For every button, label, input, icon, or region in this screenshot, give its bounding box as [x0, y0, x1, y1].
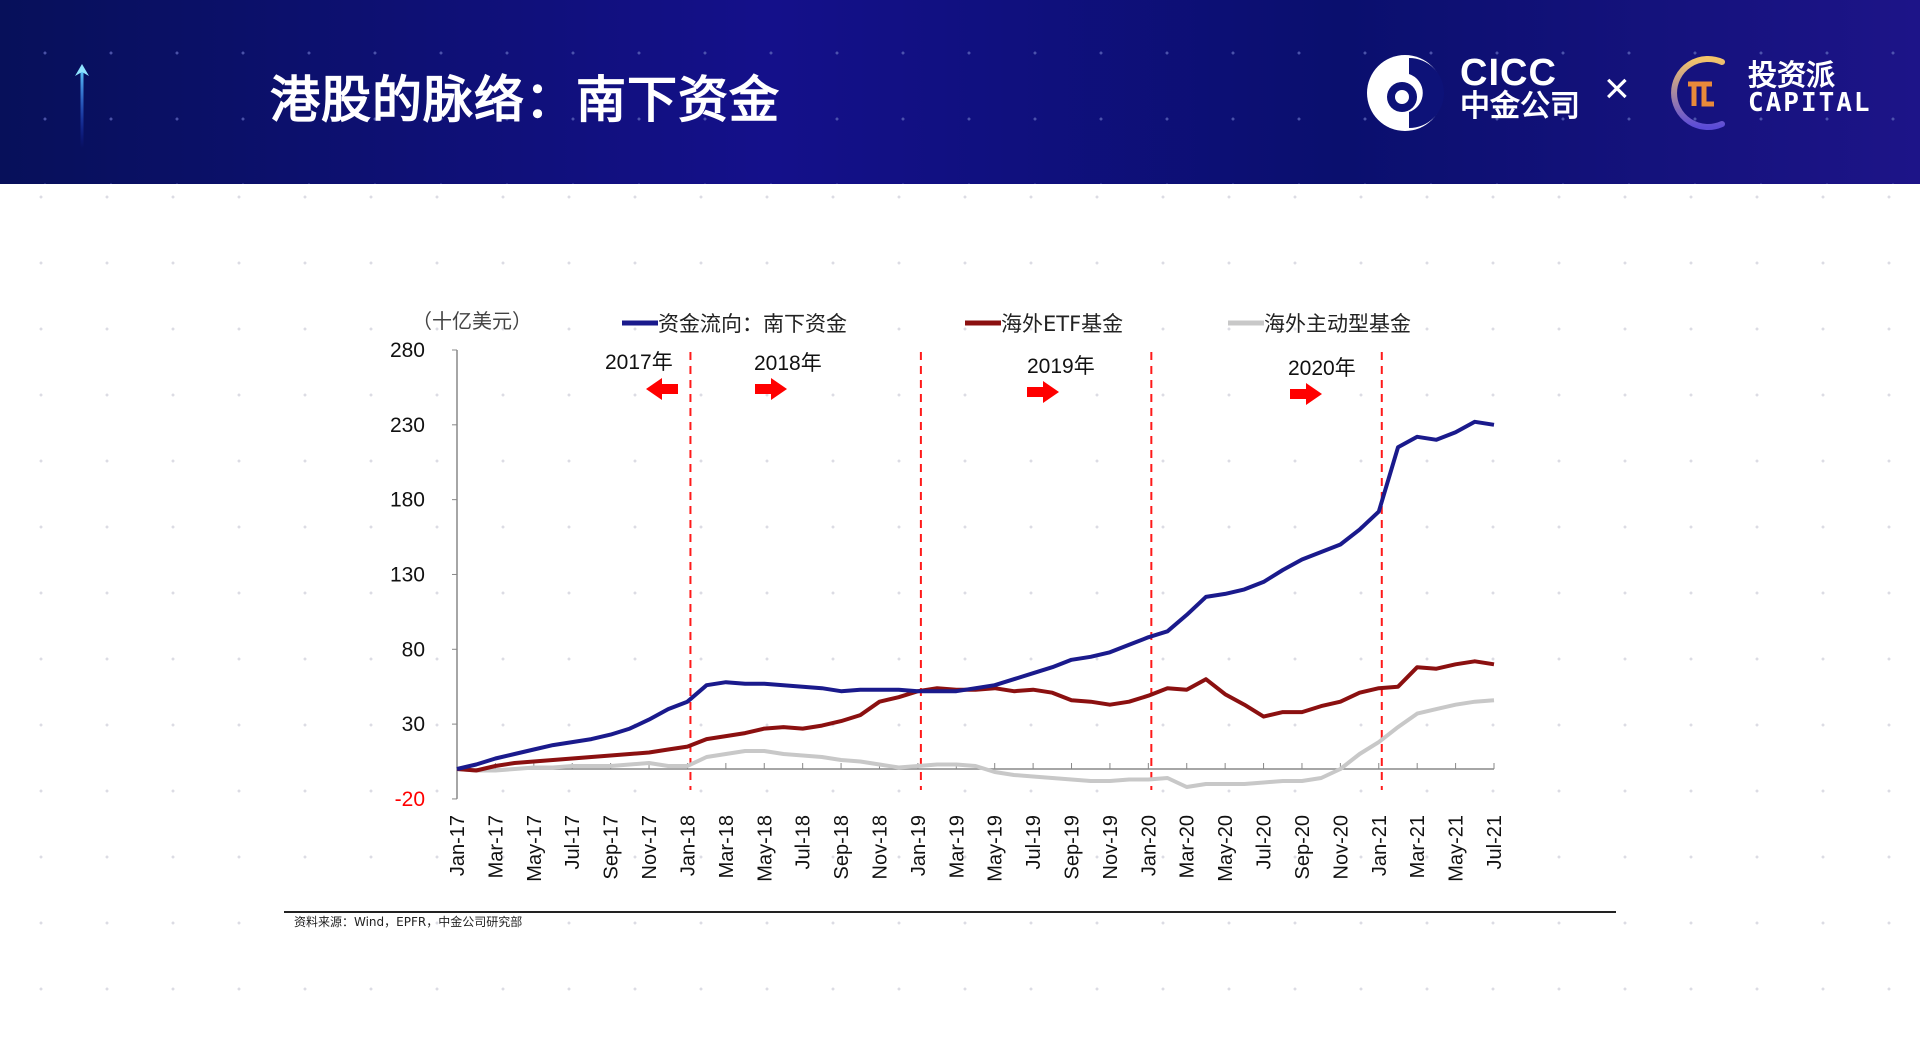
- chart-legend: 资金流向：南下资金 海外ETF基金 海外主动型基金: [622, 312, 1411, 336]
- touzipai-logo-icon: [1671, 56, 1725, 130]
- x-tick-label: Sep-20: [1292, 815, 1314, 880]
- x-tick-label: Jul-21: [1484, 815, 1506, 869]
- arrow-right-icon: [755, 378, 787, 400]
- chart-axes: 280 230 180 130 80 30 -20 Jan-17 Mar-17 May-17 Jul…: [390, 339, 1506, 882]
- x-tick-label: May-18: [754, 815, 776, 882]
- x-tick-label: Jan-19: [908, 815, 930, 876]
- y-tick-label: 280: [390, 339, 425, 362]
- header-dot-pattern: [0, 0, 1920, 184]
- year-annotation-label: 2017年: [605, 351, 673, 374]
- x-tick-label: Jan-20: [1138, 815, 1160, 876]
- x-tick-label: Sep-19: [1062, 815, 1084, 880]
- x-tick-label: Nov-18: [869, 815, 891, 879]
- y-tick-label: 30: [402, 713, 425, 736]
- legend-label: 资金流向：南下资金: [658, 312, 847, 336]
- touzipai-logo-en: CAPITAL: [1748, 88, 1872, 119]
- series-line-1: [456, 659, 1495, 773]
- y-tick-label: 180: [390, 489, 425, 512]
- x-tick-label: Jan-21: [1369, 815, 1391, 876]
- cicc-logo-en: CICC: [1460, 52, 1557, 94]
- year-annotation-label: 2020年: [1288, 357, 1356, 380]
- x-tick-label: May-20: [1215, 815, 1237, 882]
- arrow-left-icon: [646, 378, 678, 400]
- x-tick-label: Mar-19: [946, 815, 968, 878]
- y-tick-label: 230: [390, 414, 425, 437]
- x-tick-label: Mar-17: [485, 815, 507, 878]
- y-tick-label: 80: [402, 638, 425, 661]
- x-tick-label: May-19: [985, 815, 1007, 882]
- legend-label: 海外主动型基金: [1264, 312, 1411, 336]
- year-annotation-label: 2019年: [1027, 355, 1095, 378]
- y-axis-unit-label: （十亿美元）: [412, 309, 532, 333]
- cicc-logo-text: CICC 中金公司: [1460, 54, 1580, 122]
- x-tick-label: Nov-17: [639, 815, 661, 879]
- x-tick-label: Jul-19: [1023, 815, 1045, 869]
- x-tick-label: May-17: [524, 815, 546, 882]
- series-line-0: [456, 419, 1495, 771]
- series-lines: [456, 419, 1495, 789]
- x-tick-label: Jul-20: [1254, 815, 1276, 869]
- x-tick-label: Sep-17: [601, 815, 623, 880]
- year-annotations: 2017年 2018年 2019年 2020年: [605, 351, 1356, 405]
- up-arrow-icon: [75, 64, 89, 148]
- touzipai-logo-cn: 投资派: [1748, 58, 1836, 92]
- x-tick-label: Jul-17: [562, 815, 584, 869]
- x-tick-label: Jan-17: [447, 815, 469, 876]
- arrow-right-icon: [1027, 381, 1059, 403]
- cicc-logo-cn: 中金公司: [1460, 89, 1580, 124]
- x-tick-label: Nov-20: [1330, 815, 1352, 879]
- x-tick-label: Jul-18: [793, 815, 815, 869]
- header-banner: 港股的脉络：南下资金 CICC 中金公司 × 投资派 CAPITAL: [0, 0, 1920, 184]
- arrow-right-icon: [1290, 383, 1322, 405]
- x-tick-label: Mar-18: [716, 815, 738, 878]
- touzipai-logo-text: 投资派 CAPITAL: [1748, 60, 1872, 118]
- x-tick-label: Sep-18: [831, 815, 853, 880]
- x-tick-label: Jan-18: [677, 815, 699, 876]
- year-annotation-label: 2018年: [754, 352, 822, 375]
- x-tick-label: Mar-21: [1407, 815, 1429, 878]
- legend-label: 海外ETF基金: [1001, 312, 1123, 336]
- x-tick-label: Mar-20: [1177, 815, 1199, 878]
- x-tick-label: May-21: [1446, 815, 1468, 882]
- logo-separator: ×: [1604, 64, 1630, 113]
- y-tick-label: -20: [395, 788, 425, 811]
- cicc-logo-icon: [1367, 55, 1444, 131]
- series-line-2: [456, 698, 1495, 789]
- source-note: 资料来源：Wind，EPFR，中金公司研究部: [294, 915, 523, 929]
- page-title: 港股的脉络：南下资金: [270, 71, 780, 129]
- year-divider-lines: [689, 352, 1383, 790]
- x-tick-label: Nov-19: [1100, 815, 1122, 879]
- y-tick-label: 130: [390, 563, 425, 586]
